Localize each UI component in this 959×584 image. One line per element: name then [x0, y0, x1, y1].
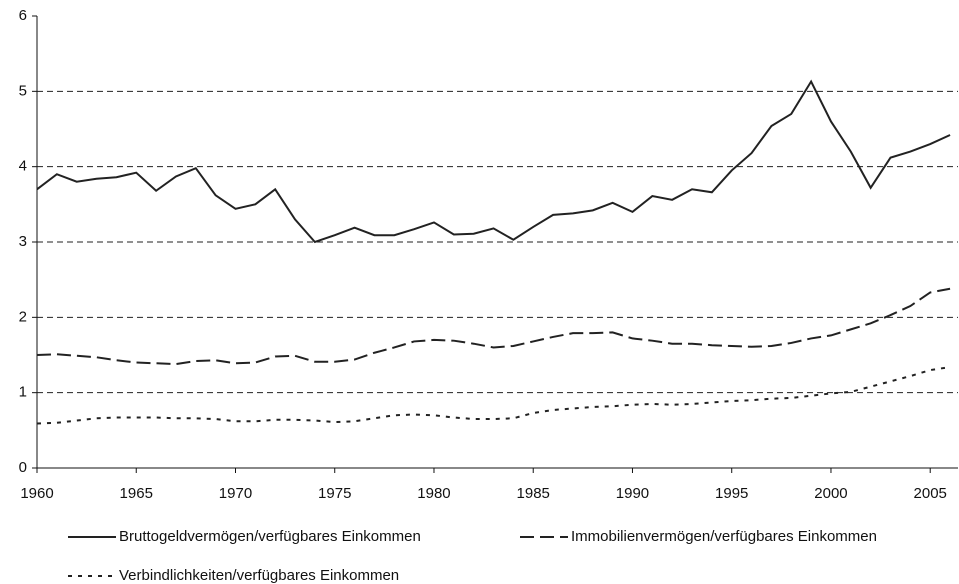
x-tick-label: 1990	[616, 485, 649, 502]
series-line	[36, 366, 951, 425]
x-tick-label: 1985	[517, 485, 550, 502]
legend-label: Verbindlichkeiten/verfügbares Einkommen	[119, 567, 399, 584]
x-tick-label: 1995	[715, 485, 748, 502]
y-tick-label: 0	[19, 459, 27, 476]
series-line	[36, 287, 951, 366]
x-tick-label: 2005	[914, 485, 947, 502]
y-tick-label: 1	[19, 384, 27, 401]
y-tick-label: 2	[19, 308, 27, 325]
x-tick-label: 2000	[814, 485, 847, 502]
x-tick-label: 1970	[219, 485, 252, 502]
y-tick-label: 6	[19, 7, 27, 24]
x-tick-label: 1975	[318, 485, 351, 502]
legend-label: Immobilienvermögen/verfügbares Einkommen	[571, 528, 877, 545]
x-tick-label: 1980	[417, 485, 450, 502]
x-tick-label: 1965	[120, 485, 153, 502]
legend-label: Bruttogeldvermögen/verfügbares Einkommen	[119, 528, 421, 545]
x-tick-label: 1960	[20, 485, 53, 502]
y-tick-label: 5	[19, 82, 27, 99]
series-line	[36, 79, 951, 244]
y-tick-label: 4	[19, 158, 27, 175]
y-tick-label: 3	[19, 233, 27, 250]
